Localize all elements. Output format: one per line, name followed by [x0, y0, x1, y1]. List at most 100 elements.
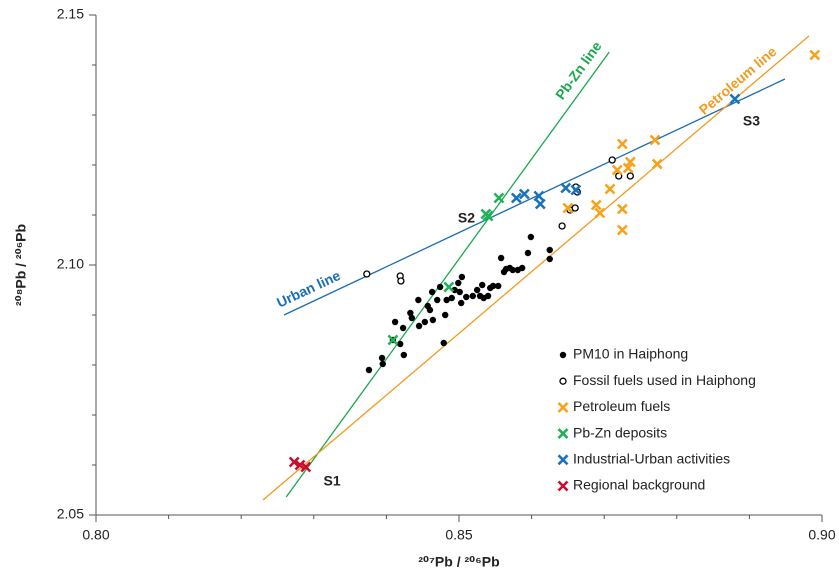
point	[288, 456, 300, 468]
point	[469, 292, 476, 300]
annotation: S3	[743, 113, 760, 129]
legend-label: Regional background	[573, 477, 705, 493]
point	[440, 339, 447, 347]
point	[415, 296, 422, 304]
y-tick-label: 2.10	[57, 256, 84, 272]
point	[622, 162, 634, 174]
point	[497, 254, 505, 262]
reference-line	[262, 35, 810, 501]
legend-label: Pb-Zn deposits	[573, 424, 667, 440]
x-tick-label: 0.80	[82, 527, 109, 543]
point	[429, 316, 437, 324]
legend: PM10 in Haiphong Fossil fuels used in Hai…	[557, 346, 756, 493]
point	[473, 286, 481, 294]
x-axis-title: ²⁰⁷Pb / ²⁰⁶Pb	[418, 554, 499, 570]
point	[611, 164, 623, 176]
point	[626, 172, 634, 180]
point	[809, 49, 821, 61]
legend-marker	[559, 351, 567, 359]
legend-label: Industrial-Urban activities	[573, 451, 730, 467]
point	[570, 184, 582, 196]
point	[443, 281, 455, 293]
point	[407, 309, 414, 317]
point	[729, 93, 741, 105]
point	[391, 318, 399, 326]
point	[436, 283, 444, 291]
legend-label: Petroleum fuels	[573, 398, 670, 414]
point	[524, 249, 532, 257]
legend-marker	[557, 401, 569, 413]
x-tick-label: 0.85	[445, 527, 472, 543]
point	[562, 202, 574, 214]
point	[408, 314, 416, 322]
point	[604, 183, 616, 195]
point	[387, 334, 399, 346]
reference-line	[285, 51, 610, 498]
point	[616, 203, 628, 215]
point	[399, 324, 407, 332]
point	[448, 294, 455, 302]
point	[489, 282, 497, 290]
point	[510, 192, 522, 204]
point	[527, 233, 535, 241]
point	[533, 190, 545, 202]
point	[560, 182, 572, 194]
point	[493, 192, 505, 204]
point	[415, 322, 423, 330]
y-axis-title: ²⁰⁸Pb / ²⁰⁶Pb	[13, 224, 29, 306]
point	[396, 340, 404, 348]
point	[518, 188, 530, 200]
point	[458, 273, 466, 281]
y-tick-label: 2.05	[57, 506, 84, 522]
point	[443, 296, 450, 304]
point	[463, 293, 470, 301]
legend-marker	[557, 480, 569, 492]
point	[546, 255, 553, 263]
point	[400, 351, 408, 359]
point	[455, 279, 462, 287]
point	[558, 222, 566, 230]
point	[378, 354, 386, 362]
point	[534, 198, 546, 210]
point	[546, 246, 553, 254]
annotation: S1	[324, 473, 341, 489]
point	[442, 311, 449, 319]
legend-marker	[557, 428, 569, 440]
point	[649, 134, 661, 146]
point	[365, 366, 373, 374]
y-tick-label: 2.15	[57, 6, 84, 22]
legend-marker	[557, 454, 569, 466]
point	[594, 207, 606, 219]
point	[616, 138, 628, 150]
point	[300, 461, 312, 473]
point	[434, 296, 441, 304]
point	[518, 264, 526, 272]
point	[363, 270, 371, 278]
point	[484, 292, 492, 300]
point	[590, 199, 602, 211]
legend-marker	[559, 377, 567, 385]
legend-label: PM10 in Haiphong	[573, 346, 688, 362]
point	[379, 360, 386, 368]
point	[456, 288, 463, 296]
x-tick-label: 0.90	[808, 527, 835, 543]
point	[495, 282, 502, 290]
point	[457, 299, 465, 307]
point	[428, 288, 436, 296]
point	[571, 204, 579, 212]
point	[509, 266, 516, 274]
legend-label: Fossil fuels used in Haiphong	[573, 372, 756, 388]
point	[482, 210, 494, 222]
point	[608, 156, 616, 164]
point	[624, 156, 636, 168]
annotation: S2	[458, 210, 475, 226]
line-label: Petroleum line	[696, 43, 780, 118]
point	[421, 318, 429, 326]
point	[397, 277, 405, 285]
point	[426, 306, 434, 314]
line-label: Pb-Zn line	[552, 38, 605, 102]
point	[616, 224, 628, 236]
point	[651, 158, 663, 170]
